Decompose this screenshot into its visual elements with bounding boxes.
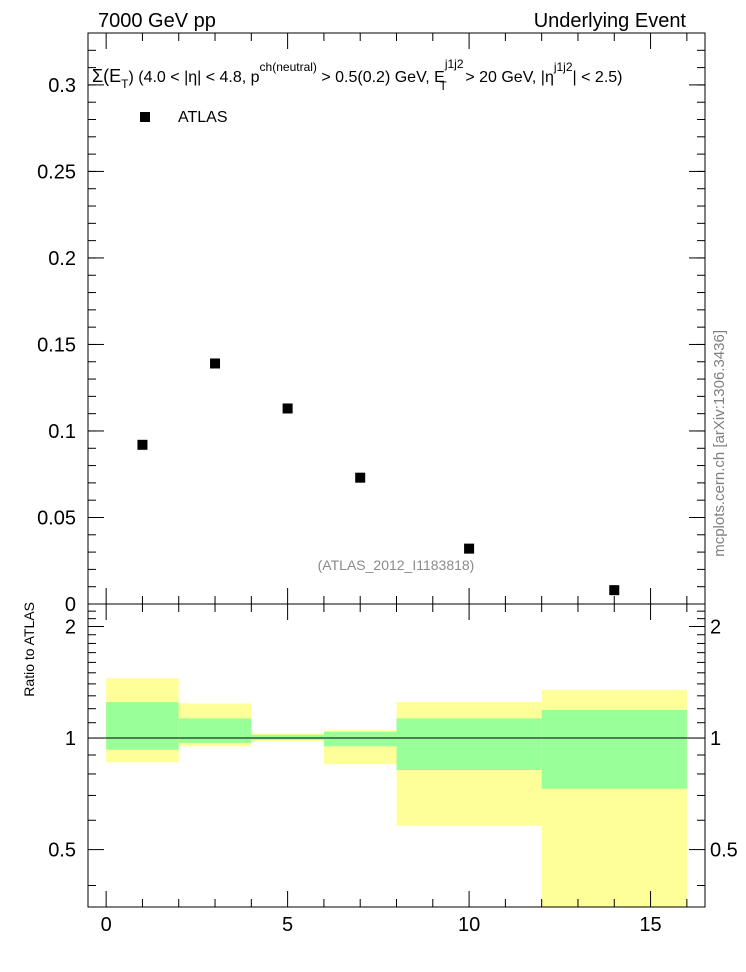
title-main-sub: T: [121, 77, 129, 91]
ratio-ytick-label: 2: [65, 616, 76, 638]
legend-marker-atlas: [140, 112, 150, 122]
ratio-band-green: [541, 710, 687, 789]
legend-label-atlas: ATLAS: [178, 109, 228, 126]
ratio-uncertainty-bands: [106, 678, 687, 907]
ratio-panel: 0.5 0.5 1 1 2 2 0 5 10 15 Ratio to ATLAS: [21, 602, 738, 936]
atlas-data-point: [464, 543, 475, 554]
analysis-tag: (ATLAS_2012_I1183818): [318, 557, 475, 573]
ratio-axis-ticks: 0.5 0.5 1 1 2 2 0 5 10 15: [48, 604, 738, 936]
ratio-panel-frame: [87, 603, 706, 908]
atlas-data-point: [355, 472, 366, 483]
ratio-band-green: [396, 718, 542, 770]
title-part-2: > 0.5(0.2) GeV, E: [317, 69, 445, 86]
side-label: mcplots.cern.ch [arXiv:1306.3436]: [711, 330, 728, 557]
ratio-xtick-label: 0: [101, 914, 112, 936]
main-ytick-label: 0: [65, 594, 76, 616]
atlas-data-point: [609, 585, 620, 596]
main-data-marks: [137, 358, 620, 596]
ratio-band-green: [323, 731, 397, 747]
main-ytick-label: 0.05: [37, 507, 76, 529]
main-ytick-label: 0.1: [48, 421, 76, 443]
main-ytick-label: 0.2: [48, 248, 76, 270]
main-ytick-label: 0.3: [48, 75, 76, 97]
title-main: Σ(E: [92, 66, 121, 86]
ratio-band-green: [106, 702, 179, 750]
main-axis-ticks: 0 0.05 0.1 0.15 0.2 0.25 0.3: [37, 32, 705, 616]
main-panel: Σ(ET) (4.0 < |η| < 4.8, pch(neutral) > 0…: [37, 32, 706, 616]
process-label: Underlying Event: [534, 10, 687, 32]
ratio-ytick-label-right: 2: [710, 616, 721, 638]
ratio-ytick-label: 0.5: [48, 840, 76, 862]
title-part-1-sup: ch(neutral): [260, 60, 317, 74]
ratio-ylabel: Ratio to ATLAS: [21, 602, 37, 697]
energy-label: 7000 GeV pp: [98, 10, 216, 32]
title-part-2-sup: j1j2: [444, 57, 464, 71]
main-ytick-label: 0.15: [37, 334, 76, 356]
title-part-2-sub: T: [440, 79, 448, 93]
ratio-ytick-label: 1: [65, 728, 76, 750]
title-part-1: ) (4.0 < |η| < 4.8, p: [128, 69, 259, 86]
ratio-ytick-label-right: 0.5: [710, 840, 738, 862]
main-ytick-label: 0.25: [37, 161, 76, 183]
ratio-xtick-label: 15: [639, 914, 661, 936]
title-part-3: > 20 GeV, |η: [461, 69, 554, 86]
ratio-band-green: [178, 718, 252, 743]
atlas-data-point: [282, 403, 293, 414]
ratio-ytick-label-right: 1: [710, 728, 721, 750]
title-part-3-sup: j1j2: [553, 60, 573, 74]
ratio-xtick-label: 10: [458, 914, 480, 936]
atlas-data-point: [210, 358, 221, 369]
ratio-band-green: [251, 734, 324, 740]
atlas-data-point: [137, 439, 148, 450]
ratio-xtick-label: 5: [282, 914, 293, 936]
title-part-4: | < 2.5): [573, 69, 623, 86]
chart-title: Σ(ET) (4.0 < |η| < 4.8, pch(neutral) > 0…: [92, 57, 623, 93]
